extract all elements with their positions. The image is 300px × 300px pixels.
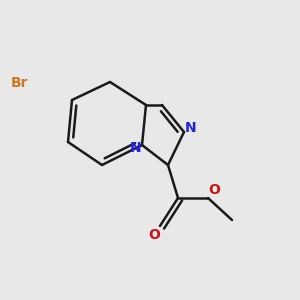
Text: N: N bbox=[185, 121, 197, 135]
Text: O: O bbox=[208, 183, 220, 197]
Text: Br: Br bbox=[11, 76, 29, 90]
Text: N: N bbox=[130, 141, 142, 155]
Text: O: O bbox=[148, 228, 160, 242]
